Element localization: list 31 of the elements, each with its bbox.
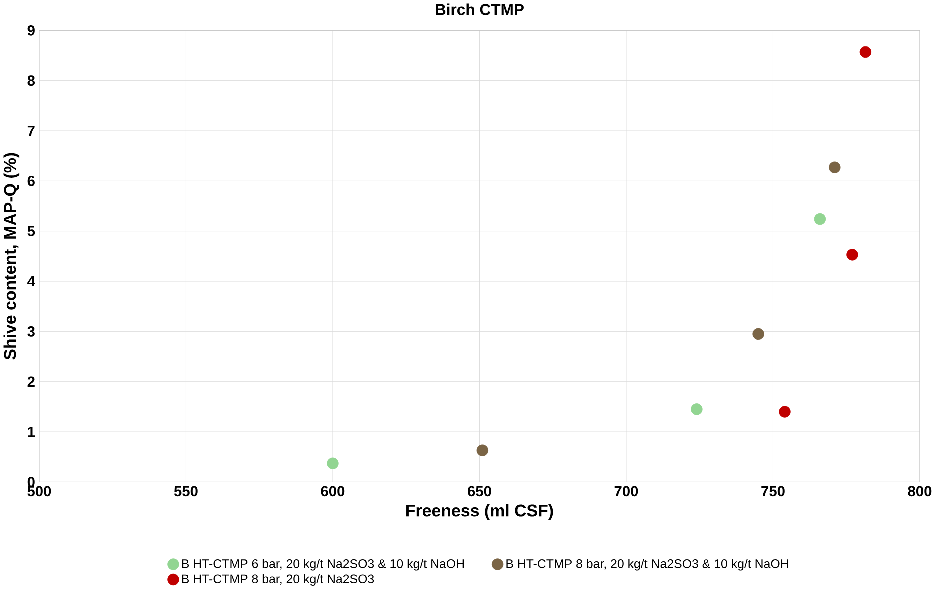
legend-label: B HT-CTMP 6 bar, 20 kg/t Na2SO3 & 10 kg/t NaOH: [182, 559, 464, 571]
x-tick-label: 600: [321, 486, 345, 497]
y-tick-label: 2: [28, 376, 35, 388]
point: [860, 46, 872, 58]
point: [814, 214, 826, 226]
y-tick-label: 4: [28, 276, 36, 287]
y-tick-label: 6: [28, 176, 35, 187]
point: [829, 162, 841, 174]
x-tick-label: 800: [908, 486, 932, 497]
point: [779, 406, 791, 418]
legend-label: B HT-CTMP 8 bar, 20 kg/t Na2SO3: [182, 574, 374, 586]
y-tick-label: 1: [28, 427, 36, 438]
legend-label: B HT-CTMP 8 bar, 20 kg/t Na2SO3 & 10 kg/t NaOH: [506, 559, 788, 571]
x-tick-label: 750: [762, 486, 785, 497]
point: [327, 458, 339, 470]
x-tick-label: 550: [174, 486, 198, 497]
x-tick-label: 650: [468, 486, 492, 497]
x-axis-title: Freeness (ml CSF): [406, 504, 554, 520]
y-axis-title: Shive content, MAP-Q (%): [4, 154, 20, 360]
y-tick-label: 5: [28, 226, 36, 237]
point: [752, 328, 764, 340]
y-tick-label: 7: [28, 126, 35, 136]
chart-title: Birch CTMP: [436, 4, 524, 16]
point: [846, 249, 858, 261]
x-tick-label: 700: [614, 486, 638, 497]
point: [476, 444, 489, 457]
x-tick-label: 500: [28, 486, 52, 497]
y-tick-label: 8: [28, 76, 36, 86]
y-tick-label: 3: [28, 326, 35, 338]
point: [691, 404, 703, 416]
y-tick-label: 9: [28, 26, 35, 36]
